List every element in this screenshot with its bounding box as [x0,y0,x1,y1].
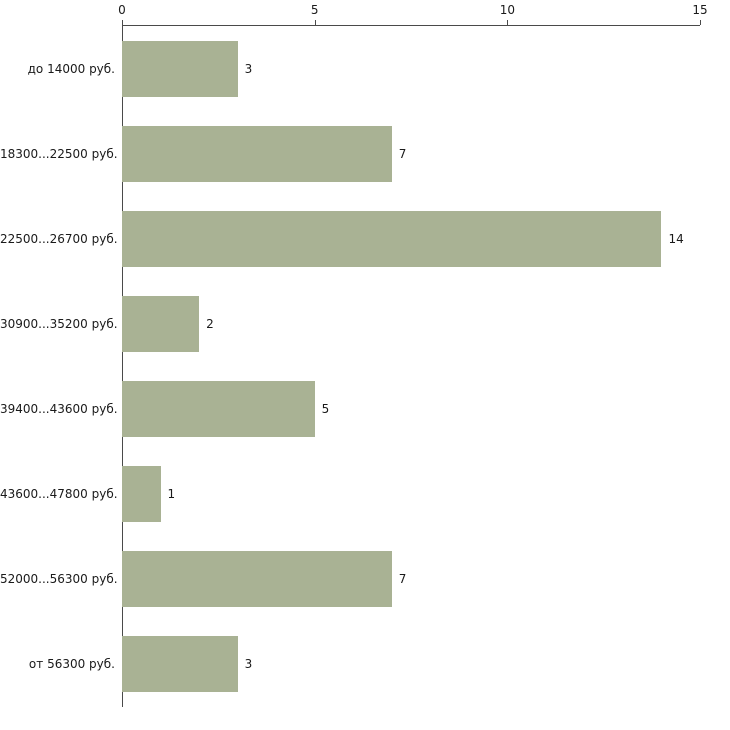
x-axis-line [122,25,700,26]
x-tick-label: 10 [499,3,515,17]
category-label: до 14000 руб. [27,61,115,76]
bar [122,636,238,693]
value-label: 2 [206,316,214,331]
category-label: 43600...47800 руб. [0,487,118,502]
category-label: 22500...26700 руб. [0,231,118,246]
y-axis-line [122,25,123,707]
bar-row: 18300...22500 руб. 7 [0,111,730,196]
bar-row: 43600...47800 руб. 1 [0,452,730,537]
value-label: 3 [244,61,253,76]
category-label: 52000...56300 руб. [0,572,118,587]
bar-row: до 14000 руб. 3 [0,26,730,111]
bar [122,125,392,182]
x-tick-mark [507,20,509,25]
bar [122,210,662,267]
bar [122,40,238,97]
value-label: 5 [321,402,330,417]
bar-row: 39400...43600 руб. 5 [0,367,730,452]
category-label: 30900...35200 руб. [0,316,118,331]
value-label: 7 [398,146,407,161]
x-tick-label: 5 [310,3,319,17]
bar-row: 52000...56300 руб. 7 [0,537,730,622]
bar [122,381,315,438]
category-label: 39400...43600 руб. [0,402,118,417]
x-tick-mark [122,20,123,25]
bar-row: 30900...35200 руб. 2 [0,281,730,366]
value-label: 1 [167,487,176,502]
bar [122,551,392,608]
bar [122,466,161,523]
value-label: 7 [398,572,407,587]
bar-row: от 56300 руб. 3 [0,622,730,707]
bar-rows: до 14000 руб. 3 18300...22500 руб. 7 22500..… [0,26,730,707]
x-tick-mark [700,20,701,25]
value-label: 3 [244,657,253,672]
category-label: 18300...22500 руб. [0,146,118,161]
x-tick-mark [314,20,316,25]
category-label: от 56300 руб. [28,657,115,672]
bar [122,295,200,352]
x-tick-label: 0 [118,3,126,17]
bar-row: 22500...26700 руб. 14 [0,196,730,281]
x-tick-label: 15 [692,3,708,17]
value-label: 14 [668,231,684,246]
